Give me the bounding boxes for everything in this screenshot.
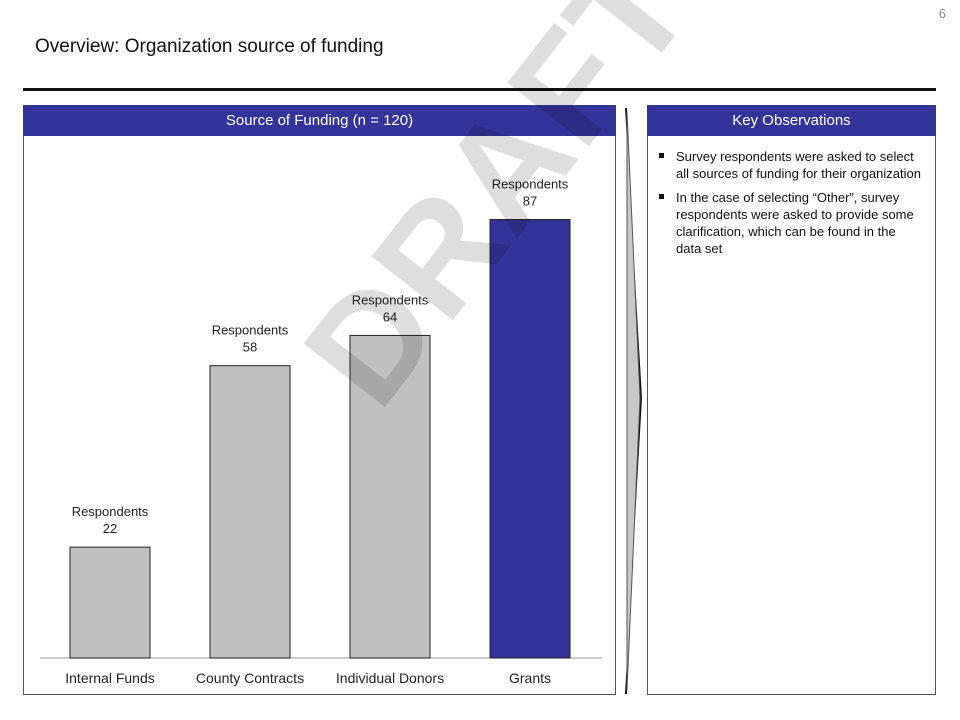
observation-text: In the case of selecting “Other”, survey… [676, 190, 914, 256]
observation-text: Survey respondents were asked to select … [676, 149, 921, 181]
square-bullet-icon [659, 194, 664, 199]
data-label-prefix: Respondents [492, 177, 569, 192]
bar-chart: Respondents 22 Internal Funds Respondents 58… [40, 177, 602, 686]
bar-individual-donors [349, 334, 431, 659]
data-label-prefix: Respondents [212, 323, 289, 338]
x-tick-label: County Contracts [196, 670, 304, 686]
chart-panel: Respondents 22 Internal Funds Respondents 58… [23, 136, 616, 695]
x-tick-label: Grants [509, 670, 551, 686]
data-label-value: 64 [383, 309, 397, 324]
observation-item: Survey respondents were asked to select … [656, 148, 923, 182]
data-label-value: 58 [243, 340, 257, 355]
observations-list: Survey respondents were asked to select … [648, 136, 935, 257]
observations-panel: Survey respondents were asked to select … [647, 136, 936, 695]
page-number: 6 [938, 6, 946, 21]
data-label-prefix: Respondents [72, 504, 149, 519]
data-label-value: 87 [523, 194, 537, 209]
chart-panel-header: Source of Funding (n = 120) [23, 105, 616, 136]
data-label-prefix: Respondents [352, 292, 429, 307]
data-label-value: 22 [103, 521, 117, 536]
bar-county-contracts [209, 365, 291, 659]
x-tick-label: Individual Donors [336, 670, 444, 686]
page-title: Overview: Organization source of funding [35, 36, 384, 57]
bar-grants [489, 219, 571, 659]
square-bullet-icon [659, 153, 664, 158]
x-tick-label: Internal Funds [65, 670, 155, 686]
observations-panel-header: Key Observations [647, 105, 936, 136]
observation-item: In the case of selecting “Other”, survey… [656, 189, 923, 257]
title-rule [23, 88, 936, 91]
bar-internal-funds [69, 546, 151, 659]
